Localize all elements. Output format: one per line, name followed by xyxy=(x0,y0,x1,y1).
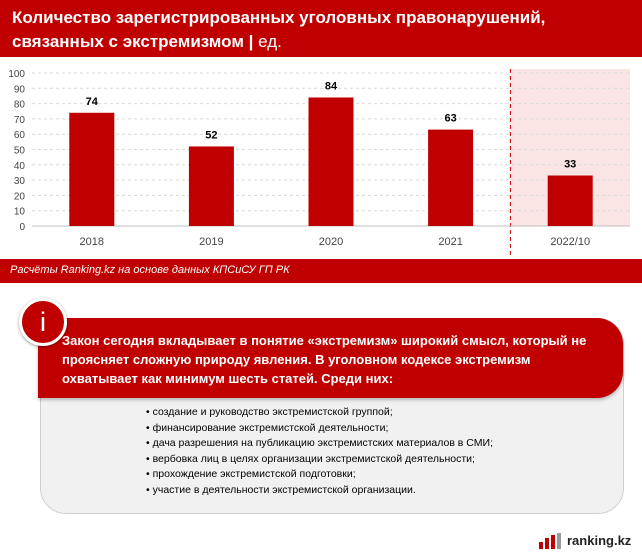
bar xyxy=(308,97,354,226)
info-lead-text: Закон сегодня вкладывает в понятие «экст… xyxy=(62,333,587,386)
y-tick-label: 0 xyxy=(19,222,25,233)
data-label: 52 xyxy=(205,129,217,141)
y-tick-label: 90 xyxy=(14,84,26,95)
y-tick-label: 60 xyxy=(14,130,26,141)
bar xyxy=(428,129,474,226)
info-banner: Закон сегодня вкладывает в понятие «экст… xyxy=(38,318,623,398)
bar xyxy=(188,146,234,226)
info-icon: i xyxy=(19,298,67,346)
y-tick-label: 30 xyxy=(14,176,26,187)
bar xyxy=(547,175,593,226)
list-item: вербовка лиц в целях организации экстрем… xyxy=(146,452,493,468)
unit-label: ед. xyxy=(258,32,282,51)
logo-text: ranking.kz xyxy=(567,533,632,548)
x-tick-label: 2022/10 xyxy=(550,236,590,248)
y-tick-label: 70 xyxy=(14,115,26,126)
info-icon-letter: i xyxy=(40,307,46,337)
header: Количество зарегистрированных уголовных … xyxy=(0,0,642,57)
bar-chart: 0 10 20 30 40 50 60 70 80 90 100 74 2018 52 2019 84 2020… xyxy=(8,69,630,256)
data-label: 33 xyxy=(564,159,576,171)
y-tick-label: 20 xyxy=(14,191,26,202)
list-item: создание и руководство экстремистской гр… xyxy=(146,405,493,421)
data-label: 63 xyxy=(444,113,456,125)
data-label: 74 xyxy=(86,96,99,108)
list-item: прохождение экстремистской подготовки; xyxy=(146,467,493,483)
x-tick-label: 2021 xyxy=(438,236,462,248)
y-tick-label: 40 xyxy=(14,161,26,172)
y-tick-label: 80 xyxy=(14,100,26,111)
source-text: Расчёты Ranking.kz на основе данных КПСи… xyxy=(10,264,290,276)
list-item: дача разрешения на публикацию экстремист… xyxy=(146,436,493,452)
x-tick-label: 2019 xyxy=(199,236,223,248)
bar xyxy=(69,112,115,226)
data-label: 84 xyxy=(325,80,338,92)
chart-title: Количество зарегистрированных уголовных … xyxy=(12,8,546,51)
list-item: участие в деятельности экстремистской ор… xyxy=(146,483,493,499)
y-tick-label: 50 xyxy=(14,146,26,157)
y-tick-label: 10 xyxy=(14,207,26,218)
logo-bars-icon xyxy=(539,533,561,549)
x-tick-label: 2020 xyxy=(319,236,343,248)
title-separator: | xyxy=(243,32,259,51)
x-tick-label: 2018 xyxy=(80,236,104,248)
list-item: финансирование экстремистской деятельнос… xyxy=(146,421,493,437)
source-bar: Расчёты Ranking.kz на основе данных КПСи… xyxy=(0,259,642,283)
article-list: создание и руководство экстремистской гр… xyxy=(146,405,493,499)
y-tick-label: 100 xyxy=(8,69,25,80)
